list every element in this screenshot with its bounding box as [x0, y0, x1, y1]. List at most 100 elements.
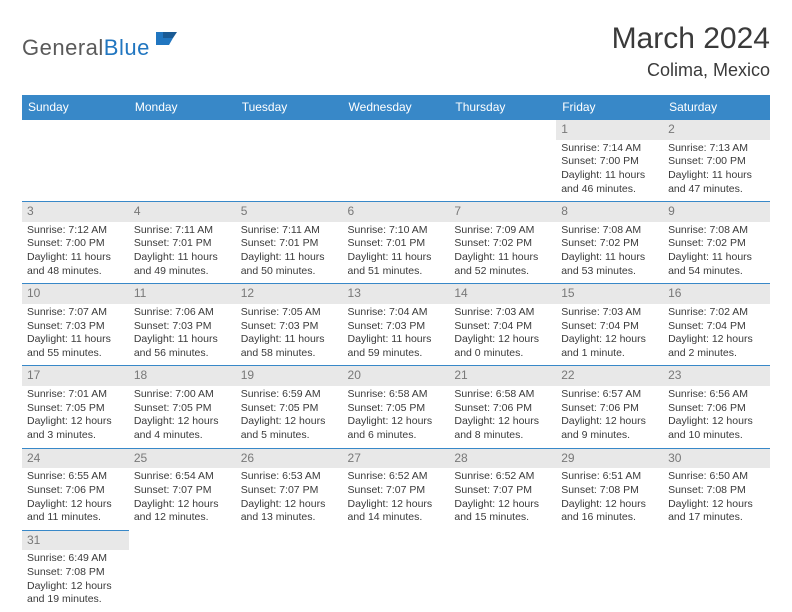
flag-icon	[155, 30, 181, 51]
sunrise-text: Sunrise: 6:52 AM	[454, 470, 551, 484]
day-header: Monday	[129, 95, 236, 120]
day-header: Sunday	[22, 95, 129, 120]
daylight-text: Daylight: 12 hours	[241, 498, 338, 512]
sunrise-text: Sunrise: 6:51 AM	[561, 470, 658, 484]
calendar-cell: 23Sunrise: 6:56 AMSunset: 7:06 PMDayligh…	[663, 366, 770, 448]
calendar-cell: 7Sunrise: 7:09 AMSunset: 7:02 PMDaylight…	[449, 202, 556, 284]
daylight-text: Daylight: 12 hours	[27, 498, 124, 512]
daylight-text: Daylight: 11 hours	[454, 251, 551, 265]
day-number: 2	[663, 120, 770, 140]
daylight-text: and 13 minutes.	[241, 511, 338, 525]
sunrise-text: Sunrise: 7:14 AM	[561, 142, 658, 156]
daylight-text: Daylight: 12 hours	[241, 415, 338, 429]
day-number: 5	[236, 202, 343, 222]
calendar-cell: 15Sunrise: 7:03 AMSunset: 7:04 PMDayligh…	[556, 284, 663, 366]
daylight-text: Daylight: 12 hours	[561, 415, 658, 429]
sunrise-text: Sunrise: 7:07 AM	[27, 306, 124, 320]
calendar-cell: 19Sunrise: 6:59 AMSunset: 7:05 PMDayligh…	[236, 366, 343, 448]
calendar-cell: 24Sunrise: 6:55 AMSunset: 7:06 PMDayligh…	[22, 448, 129, 530]
calendar-cell: 5Sunrise: 7:11 AMSunset: 7:01 PMDaylight…	[236, 202, 343, 284]
day-number: 11	[129, 284, 236, 304]
sunset-text: Sunset: 7:04 PM	[561, 320, 658, 334]
day-number: 9	[663, 202, 770, 222]
daylight-text: and 19 minutes.	[27, 593, 124, 607]
day-number: 31	[22, 531, 129, 551]
sunrise-text: Sunrise: 7:02 AM	[668, 306, 765, 320]
day-number: 14	[449, 284, 556, 304]
header: GeneralBlue March 2024 Colima, Mexico	[22, 22, 770, 81]
sunset-text: Sunset: 7:04 PM	[454, 320, 551, 334]
calendar-cell	[22, 120, 129, 202]
sunrise-text: Sunrise: 7:09 AM	[454, 224, 551, 238]
calendar-cell: 20Sunrise: 6:58 AMSunset: 7:05 PMDayligh…	[343, 366, 450, 448]
day-number: 22	[556, 366, 663, 386]
calendar-cell: 29Sunrise: 6:51 AMSunset: 7:08 PMDayligh…	[556, 448, 663, 530]
daylight-text: and 47 minutes.	[668, 183, 765, 197]
sunset-text: Sunset: 7:03 PM	[241, 320, 338, 334]
day-number: 19	[236, 366, 343, 386]
daylight-text: and 15 minutes.	[454, 511, 551, 525]
day-number: 24	[22, 449, 129, 469]
sunrise-text: Sunrise: 6:57 AM	[561, 388, 658, 402]
sunset-text: Sunset: 7:00 PM	[561, 155, 658, 169]
day-number: 26	[236, 449, 343, 469]
sunrise-text: Sunrise: 7:04 AM	[348, 306, 445, 320]
calendar-cell: 25Sunrise: 6:54 AMSunset: 7:07 PMDayligh…	[129, 448, 236, 530]
sunrise-text: Sunrise: 6:54 AM	[134, 470, 231, 484]
daylight-text: and 9 minutes.	[561, 429, 658, 443]
day-header: Tuesday	[236, 95, 343, 120]
daylight-text: and 16 minutes.	[561, 511, 658, 525]
daylight-text: and 0 minutes.	[454, 347, 551, 361]
day-number: 13	[343, 284, 450, 304]
daylight-text: and 2 minutes.	[668, 347, 765, 361]
daylight-text: and 51 minutes.	[348, 265, 445, 279]
calendar-table: Sunday Monday Tuesday Wednesday Thursday…	[22, 95, 770, 612]
daylight-text: Daylight: 11 hours	[134, 251, 231, 265]
daylight-text: Daylight: 11 hours	[134, 333, 231, 347]
daylight-text: Daylight: 12 hours	[668, 498, 765, 512]
sunrise-text: Sunrise: 7:12 AM	[27, 224, 124, 238]
calendar-cell: 8Sunrise: 7:08 AMSunset: 7:02 PMDaylight…	[556, 202, 663, 284]
daylight-text: and 10 minutes.	[668, 429, 765, 443]
calendar-cell: 10Sunrise: 7:07 AMSunset: 7:03 PMDayligh…	[22, 284, 129, 366]
daylight-text: Daylight: 11 hours	[561, 251, 658, 265]
calendar-cell	[236, 530, 343, 612]
sunrise-text: Sunrise: 7:01 AM	[27, 388, 124, 402]
sunset-text: Sunset: 7:01 PM	[134, 237, 231, 251]
calendar-cell: 22Sunrise: 6:57 AMSunset: 7:06 PMDayligh…	[556, 366, 663, 448]
day-number: 27	[343, 449, 450, 469]
daylight-text: Daylight: 11 hours	[241, 251, 338, 265]
sunrise-text: Sunrise: 6:55 AM	[27, 470, 124, 484]
day-number: 23	[663, 366, 770, 386]
day-number: 30	[663, 449, 770, 469]
day-number: 3	[22, 202, 129, 222]
calendar-cell	[449, 530, 556, 612]
daylight-text: Daylight: 11 hours	[241, 333, 338, 347]
calendar-cell	[129, 120, 236, 202]
daylight-text: and 59 minutes.	[348, 347, 445, 361]
calendar-cell: 31Sunrise: 6:49 AMSunset: 7:08 PMDayligh…	[22, 530, 129, 612]
sunset-text: Sunset: 7:07 PM	[134, 484, 231, 498]
sunset-text: Sunset: 7:03 PM	[134, 320, 231, 334]
calendar-cell	[236, 120, 343, 202]
sunrise-text: Sunrise: 7:03 AM	[454, 306, 551, 320]
sunrise-text: Sunrise: 7:06 AM	[134, 306, 231, 320]
daylight-text: and 11 minutes.	[27, 511, 124, 525]
day-number: 18	[129, 366, 236, 386]
daylight-text: and 58 minutes.	[241, 347, 338, 361]
daylight-text: and 5 minutes.	[241, 429, 338, 443]
calendar-cell: 18Sunrise: 7:00 AMSunset: 7:05 PMDayligh…	[129, 366, 236, 448]
calendar-row: 24Sunrise: 6:55 AMSunset: 7:06 PMDayligh…	[22, 448, 770, 530]
page-title: March 2024	[612, 22, 770, 56]
day-number: 4	[129, 202, 236, 222]
daylight-text: Daylight: 12 hours	[668, 415, 765, 429]
calendar-cell: 14Sunrise: 7:03 AMSunset: 7:04 PMDayligh…	[449, 284, 556, 366]
calendar-cell: 27Sunrise: 6:52 AMSunset: 7:07 PMDayligh…	[343, 448, 450, 530]
sunset-text: Sunset: 7:00 PM	[27, 237, 124, 251]
calendar-cell: 9Sunrise: 7:08 AMSunset: 7:02 PMDaylight…	[663, 202, 770, 284]
daylight-text: Daylight: 12 hours	[27, 415, 124, 429]
sunset-text: Sunset: 7:02 PM	[454, 237, 551, 251]
calendar-cell: 30Sunrise: 6:50 AMSunset: 7:08 PMDayligh…	[663, 448, 770, 530]
daylight-text: and 12 minutes.	[134, 511, 231, 525]
sunset-text: Sunset: 7:05 PM	[27, 402, 124, 416]
